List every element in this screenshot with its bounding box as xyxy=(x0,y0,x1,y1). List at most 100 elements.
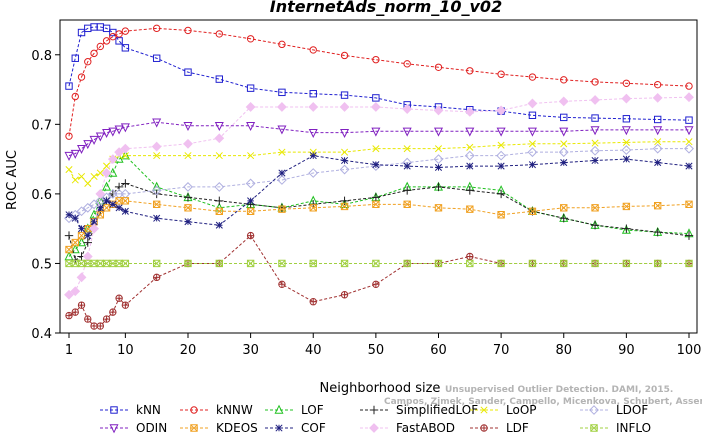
data-point xyxy=(120,123,130,133)
data-point xyxy=(465,127,475,137)
data-point xyxy=(684,92,694,103)
data-point xyxy=(90,322,98,330)
data-point xyxy=(497,259,505,268)
legend-item-fastabod: FastABOD xyxy=(360,421,455,434)
data-point xyxy=(71,214,79,222)
data-point xyxy=(654,159,662,167)
data-point xyxy=(246,207,255,215)
data-point xyxy=(371,193,381,202)
data-point xyxy=(340,259,349,268)
data-point xyxy=(527,127,537,137)
data-point xyxy=(370,102,381,112)
data-point xyxy=(184,152,192,160)
data-point xyxy=(215,221,223,229)
data-point xyxy=(590,220,600,230)
data-point xyxy=(102,204,111,212)
data-point xyxy=(621,145,632,155)
legend-label: COF xyxy=(301,421,326,434)
data-point xyxy=(89,209,99,219)
data-point xyxy=(71,92,79,101)
axes-layer: 1 10 20 30 40 50 60 70 80 90 100 0.4 0.5 0.6 0.7 0.8 xyxy=(31,49,701,358)
data-point xyxy=(341,156,349,165)
data-point xyxy=(340,199,350,209)
data-point xyxy=(372,259,380,268)
series-line xyxy=(68,234,689,327)
data-point xyxy=(109,32,117,41)
legend-label: LoOP xyxy=(506,403,537,417)
plot-border xyxy=(59,19,698,334)
data-point xyxy=(560,204,568,212)
data-point xyxy=(76,206,87,217)
data-point xyxy=(96,204,104,212)
series-line xyxy=(68,155,690,237)
series-odin xyxy=(64,118,694,161)
data-point xyxy=(621,93,632,104)
data-point xyxy=(558,147,569,158)
legend-item-cof: COF xyxy=(265,421,326,434)
series-inflo xyxy=(65,259,693,268)
data-point xyxy=(214,122,224,132)
data-point xyxy=(591,114,599,122)
data-point xyxy=(96,322,105,330)
legend-swatch-marker xyxy=(589,405,599,415)
data-point xyxy=(528,140,536,148)
legend-label: LDOF xyxy=(616,403,648,417)
data-point xyxy=(590,95,600,105)
y-tick-label: 0.7 xyxy=(31,118,52,133)
data-point xyxy=(340,128,350,138)
data-point xyxy=(622,115,631,123)
data-point xyxy=(152,200,161,209)
series-knnw xyxy=(65,24,693,140)
data-point xyxy=(652,92,663,103)
data-point xyxy=(183,122,193,132)
data-point xyxy=(115,37,123,45)
data-point xyxy=(591,139,599,147)
data-point xyxy=(466,143,474,151)
y-axis-label: ROC AUC xyxy=(5,150,20,210)
data-point xyxy=(434,145,443,153)
legend-item-lof: LOF xyxy=(265,403,324,417)
data-point xyxy=(685,162,693,170)
data-point xyxy=(153,214,161,222)
legend-swatch-marker xyxy=(190,424,198,432)
data-point xyxy=(496,127,506,137)
data-point xyxy=(121,179,130,188)
data-point xyxy=(184,218,192,226)
data-point xyxy=(372,94,380,102)
data-point xyxy=(89,223,99,234)
legend-label: ODIN xyxy=(136,421,167,434)
data-point xyxy=(528,111,537,119)
data-point xyxy=(403,60,411,68)
y-tick-label: 0.6 xyxy=(31,188,52,203)
data-point xyxy=(497,141,505,149)
data-point xyxy=(215,75,224,83)
data-point xyxy=(184,259,192,268)
data-point xyxy=(183,193,193,202)
series-line xyxy=(68,121,689,157)
data-point xyxy=(246,232,255,240)
data-point xyxy=(152,273,161,281)
y-tick-label: 0.8 xyxy=(31,49,52,64)
data-point xyxy=(496,189,506,199)
legend-swatch-marker xyxy=(110,406,118,414)
data-point xyxy=(341,148,349,156)
data-point xyxy=(214,133,225,144)
data-point xyxy=(77,172,86,181)
data-point xyxy=(434,259,443,268)
legend-item-kdeos: KDEOS xyxy=(180,421,258,434)
data-point xyxy=(246,35,255,43)
data-point xyxy=(559,127,569,137)
data-point xyxy=(84,232,92,240)
data-point xyxy=(214,182,225,192)
data-point xyxy=(402,104,413,114)
data-point xyxy=(466,252,474,261)
data-point xyxy=(403,145,411,153)
data-point xyxy=(120,143,131,154)
data-point xyxy=(652,143,663,154)
data-point xyxy=(215,259,224,268)
series-line xyxy=(68,27,690,137)
data-point xyxy=(497,162,505,170)
data-point xyxy=(83,238,92,247)
data-point xyxy=(108,127,118,137)
data-point xyxy=(82,251,93,262)
